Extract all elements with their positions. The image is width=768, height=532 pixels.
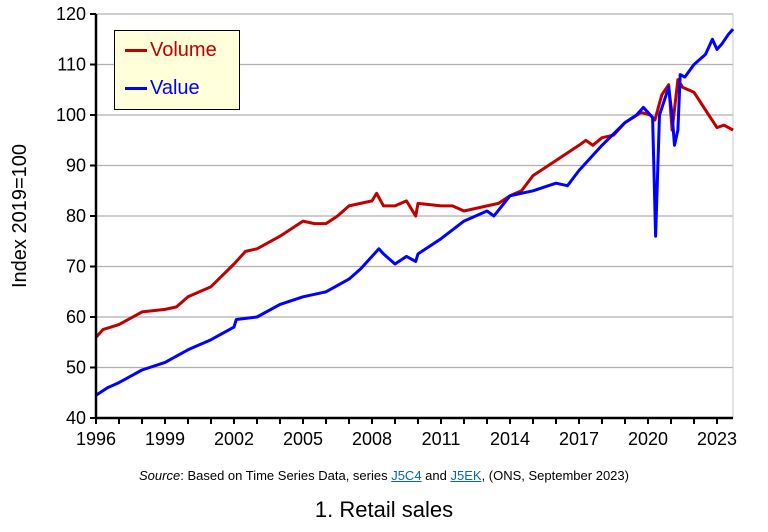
y-tick-label: 50: [66, 358, 86, 378]
x-tick-label: 2005: [283, 429, 323, 449]
x-tick-label: 2014: [490, 429, 530, 449]
series-line-value: [95, 28, 735, 397]
legend: Volume Value: [114, 30, 240, 110]
y-tick-label: 70: [66, 257, 86, 277]
legend-label: Volume: [150, 39, 217, 61]
y-tick-label: 40: [66, 408, 86, 428]
legend-item-value: Value: [125, 77, 200, 100]
x-tick-label: 2002: [214, 429, 254, 449]
x-tick-label: 2017: [559, 429, 599, 449]
source-note: Source: Based on Time Series Data, serie…: [0, 468, 768, 483]
y-tick-label: 60: [66, 307, 86, 327]
y-tick-label: 80: [66, 206, 86, 226]
link-j5ek[interactable]: J5EK: [450, 468, 482, 483]
y-tick-label: 100: [56, 105, 86, 125]
legend-label: Value: [150, 77, 200, 99]
x-tick-label: 2023: [697, 429, 737, 449]
source-text: and: [421, 468, 451, 483]
x-tick-label: 1996: [76, 429, 116, 449]
source-text: , (ONS, September 2023): [481, 468, 629, 483]
y-tick-label: 90: [66, 156, 86, 176]
chart-title: 1. Retail sales: [314, 497, 454, 522]
x-tick-label: 2020: [628, 429, 668, 449]
y-tick-label: 120: [56, 4, 86, 24]
legend-item-volume: Volume: [125, 39, 217, 62]
x-tick-label: 2008: [352, 429, 392, 449]
y-axis-label: Index 2019=100: [9, 144, 31, 288]
y-tick-label: 110: [57, 55, 86, 75]
line-chart: 40 50 60 70 80 90 100 110 120 1996 1999 2002 2005 200…: [9, 4, 737, 449]
x-tick-label: 2011: [422, 429, 461, 449]
source-text: : Based on Time Series Data, series: [180, 468, 392, 483]
link-j5c4[interactable]: J5C4: [391, 468, 422, 483]
x-tick-label: 1999: [145, 429, 185, 449]
source-prefix: Source: [139, 468, 181, 483]
series-line-volume: [94, 78, 734, 339]
